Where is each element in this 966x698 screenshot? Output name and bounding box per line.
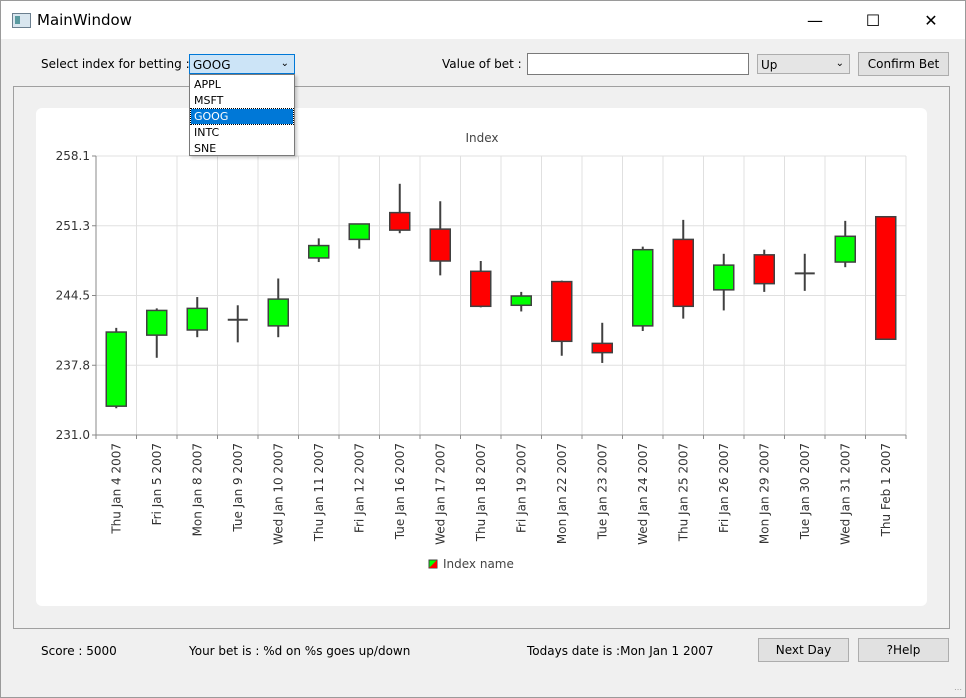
- minimize-button[interactable]: —: [792, 1, 838, 39]
- candle-body: [308, 244, 330, 259]
- x-tick-label: Mon Jan 29 2007: [757, 443, 771, 544]
- y-tick-label: 244.5: [56, 289, 90, 303]
- candle-body: [389, 211, 411, 231]
- maximize-button[interactable]: ☐: [850, 1, 896, 39]
- candle-body: [146, 309, 168, 336]
- y-tick-label: 258.1: [56, 149, 90, 163]
- candle-body: [672, 238, 694, 308]
- maximize-icon: ☐: [865, 10, 881, 30]
- candle-body: [105, 331, 127, 407]
- index-dropdown-list: APPL MSFT GOOG INTC SNE: [189, 74, 295, 156]
- bet-direction-value: Up: [761, 58, 778, 72]
- x-tick-label: Fri Jan 19 2007: [514, 443, 528, 533]
- minimize-icon: —: [807, 10, 823, 30]
- bet-value-label: Value of bet :: [442, 57, 522, 71]
- legend-swatch-down: [429, 560, 437, 568]
- x-tick-label: Thu Jan 18 2007: [474, 443, 488, 542]
- close-button[interactable]: ✕: [908, 1, 954, 39]
- chevron-down-icon: ⌄: [280, 58, 289, 69]
- todays-date-label: Todays date is :Mon Jan 1 2007: [527, 644, 714, 658]
- dropdown-option-intc[interactable]: INTC: [194, 126, 220, 139]
- candle-body: [470, 270, 492, 308]
- x-tick-label: Wed Jan 10 2007: [271, 443, 285, 545]
- score-label: Score : 5000: [41, 644, 117, 658]
- y-tick-label: 251.3: [56, 219, 90, 233]
- x-tick-label: Tue Jan 16 2007: [393, 443, 407, 540]
- chart-legend: Index name: [428, 557, 514, 571]
- dropdown-option-sne[interactable]: SNE: [194, 142, 217, 155]
- x-tick-label: Fri Jan 5 2007: [150, 443, 164, 525]
- index-select-value: GOOG: [193, 58, 231, 72]
- app-window-icon: [12, 13, 31, 28]
- x-tick-label: Wed Jan 24 2007: [636, 443, 650, 545]
- x-tick-label: Tue Jan 30 2007: [798, 443, 812, 540]
- candle-body: [510, 295, 532, 307]
- index-select-combo[interactable]: GOOG ⌄: [189, 54, 295, 74]
- candle-body: [429, 228, 451, 262]
- candle-body: [632, 248, 654, 327]
- y-tick-label: 231.0: [56, 428, 90, 442]
- x-tick-label: Fri Jan 26 2007: [717, 443, 731, 533]
- x-tick-label: Thu Jan 11 2007: [312, 443, 326, 542]
- dropdown-option-appl[interactable]: APPL: [194, 78, 221, 91]
- candle-body: [753, 254, 775, 285]
- x-tick-label: Wed Jan 31 2007: [838, 443, 852, 545]
- x-tick-label: Tue Jan 9 2007: [231, 443, 245, 533]
- x-tick-label: Wed Jan 17 2007: [433, 443, 447, 545]
- chart-title: Index: [465, 131, 498, 145]
- candlestick-chart: Index 258.1 251.3 244.5 237.8 231.0 Thu Jan …: [56, 131, 907, 571]
- candle-body: [875, 215, 897, 341]
- resize-grip-icon[interactable]: ⋯: [954, 685, 962, 694]
- bet-summary-label: Your bet is : %d on %s goes up/down: [189, 644, 411, 658]
- x-tick-label: Tue Jan 23 2007: [595, 443, 609, 540]
- y-tick-label: 237.8: [56, 358, 90, 372]
- candle-body: [551, 280, 573, 343]
- candle-body: [348, 223, 370, 241]
- help-button[interactable]: ?Help: [858, 638, 949, 662]
- chart-area: Index 258.1 251.3 244.5 237.8 231.0 Thu Jan …: [36, 108, 927, 606]
- candle-body: [267, 298, 289, 327]
- index-select-label: Select index for betting :: [41, 57, 190, 71]
- dropdown-option-goog[interactable]: GOOG: [190, 108, 294, 125]
- x-tick-label: Thu Jan 25 2007: [676, 443, 690, 542]
- chevron-down-icon: ⌄: [835, 58, 844, 69]
- x-tick-label: Fri Jan 12 2007: [352, 443, 366, 533]
- bet-value-input[interactable]: [527, 53, 749, 75]
- x-tick-label: Mon Jan 22 2007: [555, 443, 569, 544]
- x-tick-label: Mon Jan 8 2007: [190, 443, 204, 536]
- dropdown-option-msft[interactable]: MSFT: [194, 94, 224, 107]
- candle-body: [713, 264, 735, 291]
- title-bar: MainWindow — ☐ ✕: [1, 1, 965, 39]
- bet-direction-combo[interactable]: Up ⌄: [757, 54, 850, 74]
- confirm-bet-button[interactable]: Confirm Bet: [858, 52, 949, 76]
- legend-label: Index name: [443, 557, 514, 571]
- window-title: MainWindow: [37, 11, 132, 29]
- candle-body: [834, 235, 856, 263]
- candle-body: [186, 307, 208, 331]
- x-tick-label: Thu Feb 1 2007: [879, 443, 893, 537]
- candle-body: [591, 342, 613, 354]
- close-icon: ✕: [924, 10, 938, 30]
- x-tick-label: Thu Jan 4 2007: [109, 443, 123, 535]
- next-day-button[interactable]: Next Day: [758, 638, 849, 662]
